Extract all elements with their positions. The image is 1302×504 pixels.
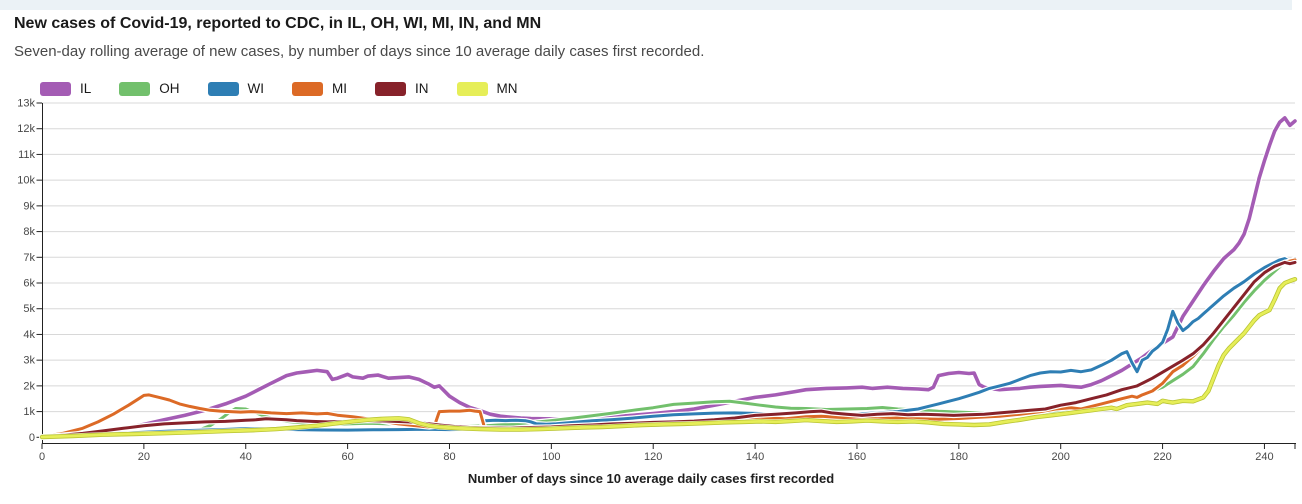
legend-item-oh: OH — [119, 81, 180, 96]
legend-swatch-wi — [207, 81, 239, 96]
legend-item-in: IN — [375, 81, 429, 96]
y-tick-label: 7k — [23, 252, 35, 264]
y-axis-ticks: 0 1k 2k 3k 4k 5k 6k 7k 8k 9k 10k 11k 12k 13k — [17, 98, 42, 444]
x-axis-title: Number of days since 10 average daily ca… — [467, 471, 835, 486]
x-tick-label: 20 — [138, 451, 150, 463]
legend-label: MI — [332, 81, 348, 96]
y-tick-label: 0 — [29, 432, 35, 444]
legend-item-mi: MI — [292, 81, 347, 96]
y-tick-label: 3k — [23, 355, 35, 367]
y-tick-label: 12k — [17, 123, 35, 135]
chart-subtitle: Seven-day rolling average of new cases, … — [14, 43, 705, 60]
x-tick-label: 120 — [644, 451, 662, 463]
chart-title: New cases of Covid-19, reported to CDC, … — [14, 15, 542, 32]
y-tick-label: 4k — [23, 329, 35, 341]
legend-swatch-mn — [456, 81, 488, 96]
legend-swatch-il — [40, 81, 71, 96]
y-tick-label: 1k — [23, 406, 35, 418]
x-tick-label: 200 — [1052, 451, 1070, 463]
legend-label: IL — [80, 81, 92, 96]
y-tick-label: 2k — [23, 380, 35, 392]
x-tick-label: 40 — [240, 451, 252, 463]
legend-label: OH — [159, 81, 180, 96]
y-tick-label: 6k — [23, 278, 35, 290]
series-il — [39, 114, 1298, 440]
legend-swatch-in — [375, 81, 407, 96]
x-tick-label: 80 — [443, 451, 455, 463]
legend-label: IN — [415, 81, 429, 96]
series-in — [39, 259, 1298, 440]
legend-swatch-oh — [119, 81, 151, 96]
x-tick-label: 220 — [1153, 451, 1171, 463]
axes — [42, 103, 1296, 444]
y-tick-label: 13k — [17, 98, 35, 110]
legend-swatch-mi — [292, 81, 324, 96]
legend-item-wi: WI — [207, 81, 265, 96]
y-tick-label: 11k — [18, 149, 35, 161]
y-tick-label: 10k — [17, 175, 35, 187]
x-tick-label: 240 — [1255, 451, 1273, 463]
x-tick-label: 0 — [39, 451, 45, 463]
legend: IL OH WI MI IN MN — [40, 81, 546, 96]
legend-item-mn: MN — [456, 81, 518, 96]
y-tick-label: 5k — [23, 303, 35, 315]
legend-item-il: IL — [40, 81, 91, 96]
y-tick-label: 8k — [23, 226, 35, 238]
x-tick-label: 100 — [542, 451, 560, 463]
series-wi — [39, 255, 1298, 440]
x-tick-label: 180 — [950, 451, 968, 463]
legend-label: WI — [247, 81, 265, 96]
y-tick-label: 9k — [23, 200, 35, 212]
series-mn — [39, 276, 1298, 440]
top-accent-bar — [0, 0, 1292, 10]
x-tick-label: 60 — [341, 451, 353, 463]
x-tick-label: 140 — [746, 451, 764, 463]
legend-label: MN — [496, 81, 518, 96]
x-tick-label: 160 — [848, 451, 866, 463]
x-axis-ticks: 0 20 40 60 80 100 120 140 160 180 200 220 240 — [39, 443, 1296, 463]
